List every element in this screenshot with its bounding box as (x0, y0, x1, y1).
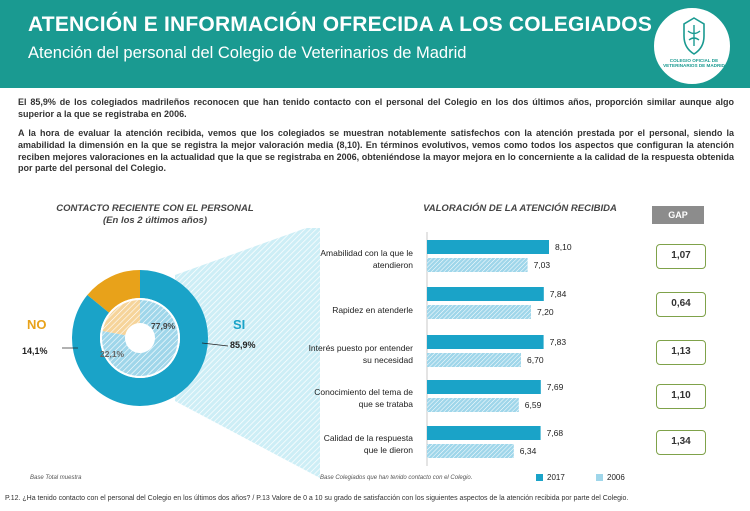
label-inner-no-value: 22,1% (100, 349, 125, 359)
gap-value-interes: 1,13 (656, 340, 706, 365)
logo-text: COLEGIO OFICIAL DE VETERINARIOS DE MADRI… (660, 58, 728, 69)
gap-value-conocimiento: 1,10 (656, 384, 706, 409)
bar-2006-3 (427, 398, 519, 412)
bar-label-2006-3: 6,59 (525, 400, 542, 410)
bar-2006-0 (427, 258, 528, 272)
bar-2006-4 (427, 444, 514, 458)
contact-donut-chart: NO SI 14,1% 85,9% 77,9% 22,1% (0, 228, 320, 478)
legend-2017: 2017 (536, 473, 565, 482)
bar-label-2017-4: 7,68 (547, 428, 564, 438)
left-base-note: Base Total muestra (30, 475, 81, 481)
logo-emblem-icon (680, 16, 708, 56)
category-label-rapidez: Rapidez en atenderle (308, 304, 413, 316)
gap-value-calidad: 1,34 (656, 430, 706, 455)
bar-label-2006-0: 7,03 (534, 260, 551, 270)
bar-label-2017-2: 7,83 (550, 337, 567, 347)
college-logo: COLEGIO OFICIAL DE VETERINARIOS DE MADRI… (652, 6, 732, 86)
bar-label-2006-1: 7,20 (537, 307, 554, 317)
bar-2017-0 (427, 240, 549, 254)
category-label-interes: Interés puesto por entender su necesidad (308, 342, 413, 366)
page-title: ATENCIÓN E INFORMACIÓN OFRECIDA A LOS CO… (28, 13, 652, 37)
header-banner: ATENCIÓN E INFORMACIÓN OFRECIDA A LOS CO… (0, 0, 750, 88)
right-base-note: Base Colegiados que han tenido contacto … (320, 475, 472, 481)
bar-label-2006-4: 6,34 (520, 446, 537, 456)
bar-label-2017-0: 8,10 (555, 242, 572, 252)
bar-label-2006-2: 6,70 (527, 355, 544, 365)
bar-2017-3 (427, 380, 541, 394)
contact-chart-title-block: CONTACTO RECIENTE CON EL PERSONAL (En lo… (55, 203, 255, 227)
rating-chart-title: VALORACIÓN DE LA ATENCIÓN RECIBIDA (410, 203, 630, 214)
intro-paragraph: El 85,9% de los colegiados madrileños re… (18, 97, 734, 121)
gap-header: GAP (652, 206, 704, 224)
contact-chart-title: CONTACTO RECIENTE CON EL PERSONAL (55, 203, 255, 215)
category-label-conocimiento: Conocimiento del tema de que se trataba (308, 386, 413, 410)
bar-2017-4 (427, 426, 541, 440)
legend-swatch-2017 (536, 474, 543, 481)
bar-2006-1 (427, 305, 531, 319)
label-si-category: SI (233, 317, 245, 332)
legend-label-2006: 2006 (607, 473, 625, 482)
bar-2017-1 (427, 287, 544, 301)
label-outer-si-value: 85,9% (230, 340, 256, 350)
contact-chart-subtitle: (En los 2 últimos años) (55, 215, 255, 227)
label-inner-si-value: 77,9% (151, 321, 176, 331)
gap-value-rapidez: 0,64 (656, 292, 706, 317)
label-no-category: NO (27, 317, 47, 332)
footer-questions: P.12. ¿Ha tenido contacto con el persona… (5, 495, 628, 502)
category-label-calidad: Calidad de la respuesta que le dieron (308, 432, 413, 456)
label-outer-no-value: 14,1% (22, 346, 48, 356)
legend-2006: 2006 (596, 473, 625, 482)
legend-swatch-2006 (596, 474, 603, 481)
gap-value-amabilidad: 1,07 (656, 244, 706, 269)
bar-2017-2 (427, 335, 544, 349)
bar-label-2017-3: 7,69 (547, 382, 564, 392)
bar-label-2017-1: 7,84 (550, 289, 567, 299)
category-label-amabilidad: Amabilidad con la que le atendieron (308, 247, 413, 271)
bar-2006-2 (427, 353, 521, 367)
page-subtitle: Atención del personal del Colegio de Vet… (28, 44, 466, 63)
legend-label-2017: 2017 (547, 473, 565, 482)
analysis-paragraph: A la hora de evaluar la atención recibid… (18, 128, 734, 175)
